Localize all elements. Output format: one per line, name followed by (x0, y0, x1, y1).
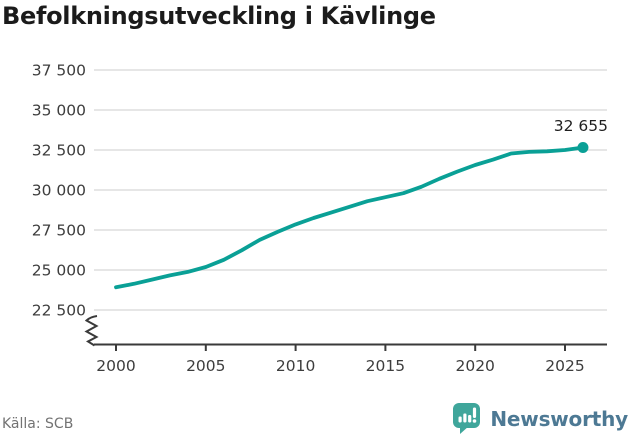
x-tick-label: 2020 (455, 357, 494, 375)
newsworthy-logo: Newsworthy (452, 402, 628, 435)
x-tick-label: 2010 (276, 357, 315, 375)
chart-title: Befolkningsutveckling i Kävlinge (2, 2, 436, 30)
y-tick-label: 22 500 (32, 302, 86, 320)
y-axis-break-icon (84, 315, 99, 347)
y-tick-label: 35 000 (32, 102, 86, 120)
x-tick-label: 2005 (186, 357, 225, 375)
brand-name: Newsworthy (490, 406, 628, 431)
x-tick-label: 2015 (366, 357, 405, 375)
newsworthy-speech-bubble-bar-chart-icon (453, 403, 481, 434)
latest-value-dot (577, 142, 589, 154)
y-tick-label: 37 500 (32, 62, 86, 80)
population-series-line (114, 145, 585, 290)
y-tick-label: 32 500 (32, 142, 86, 160)
x-tick-label: 2025 (545, 357, 584, 375)
y-tick-label: 27 500 (32, 222, 86, 240)
y-tick-label: 30 000 (32, 182, 86, 200)
x-tick-label: 2000 (96, 357, 135, 375)
latest-value-label: 32 655 (553, 117, 608, 135)
source-caption: Källa: SCB (2, 416, 74, 432)
chart-footer: Källa: SCB Newsworthy (0, 399, 631, 439)
y-tick-label: 25 000 (32, 262, 86, 280)
